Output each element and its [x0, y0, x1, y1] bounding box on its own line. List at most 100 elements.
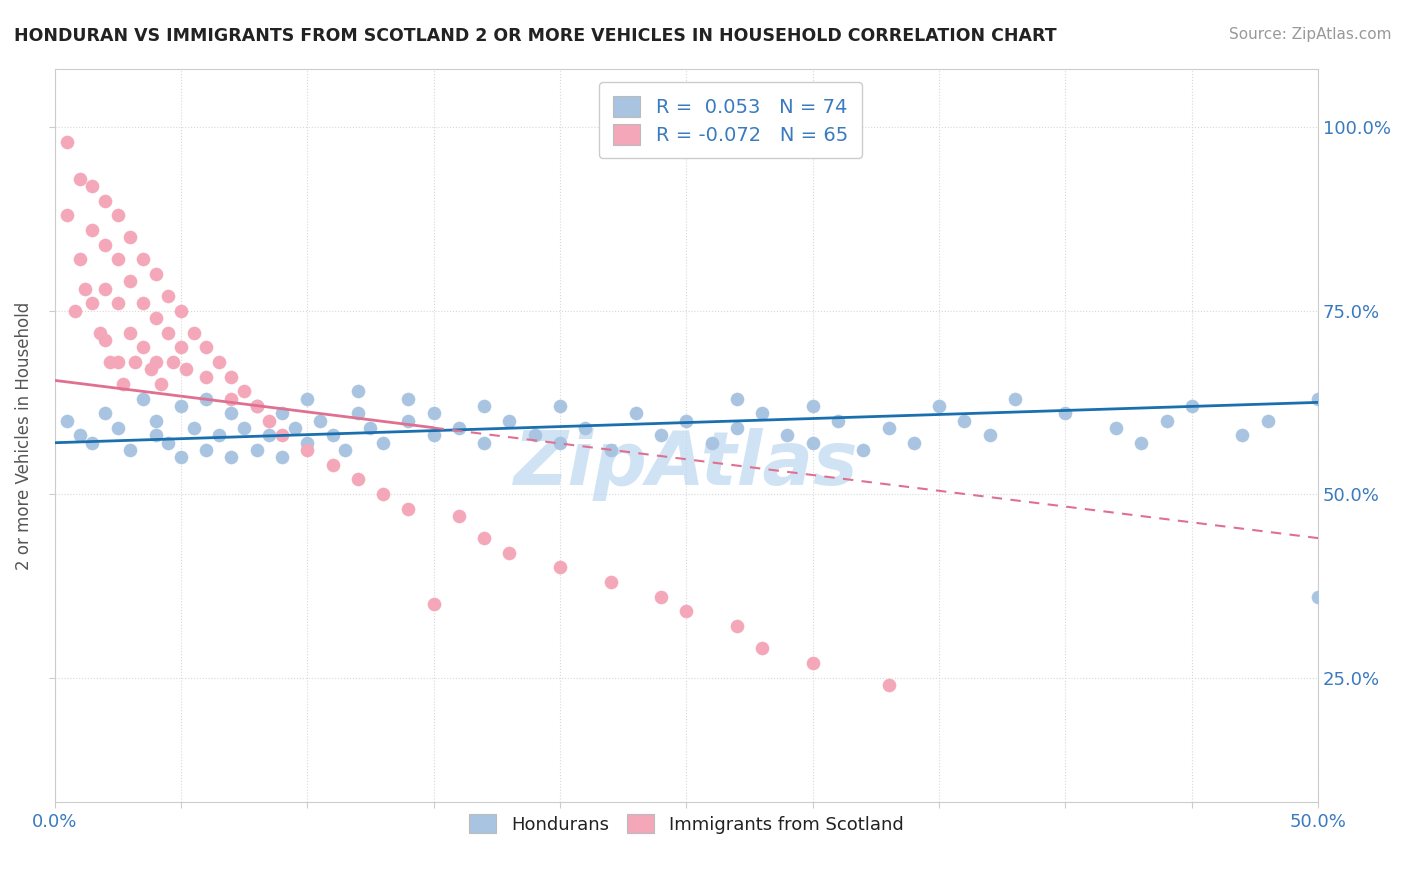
Point	[346, 384, 368, 399]
Point	[195, 369, 218, 384]
Point	[73, 282, 96, 296]
Point	[107, 355, 129, 369]
Point	[472, 399, 495, 413]
Point	[157, 289, 180, 303]
Point	[599, 443, 621, 458]
Point	[979, 428, 1001, 442]
Point	[82, 435, 104, 450]
Point	[221, 392, 243, 406]
Point	[132, 392, 155, 406]
Point	[132, 340, 155, 354]
Text: HONDURAN VS IMMIGRANTS FROM SCOTLAND 2 OR MORE VEHICLES IN HOUSEHOLD CORRELATION: HONDURAN VS IMMIGRANTS FROM SCOTLAND 2 O…	[14, 27, 1057, 45]
Point	[599, 575, 621, 590]
Point	[149, 377, 172, 392]
Point	[170, 340, 193, 354]
Point	[371, 435, 394, 450]
Point	[322, 458, 344, 472]
Point	[145, 310, 167, 325]
Point	[107, 296, 129, 310]
Point	[1308, 590, 1330, 604]
Point	[801, 399, 824, 413]
Point	[1004, 392, 1026, 406]
Point	[877, 678, 900, 692]
Point	[548, 560, 571, 574]
Point	[447, 421, 470, 435]
Point	[396, 392, 419, 406]
Point	[170, 399, 193, 413]
Point	[246, 399, 269, 413]
Point	[371, 487, 394, 501]
Point	[89, 326, 111, 340]
Point	[725, 421, 748, 435]
Point	[284, 421, 307, 435]
Point	[751, 641, 773, 656]
Point	[107, 208, 129, 222]
Point	[422, 406, 444, 420]
Point	[1257, 414, 1279, 428]
Point	[259, 428, 281, 442]
Point	[827, 414, 849, 428]
Point	[624, 406, 647, 420]
Point	[98, 355, 121, 369]
Point	[852, 443, 875, 458]
Point	[174, 362, 197, 376]
Point	[157, 326, 180, 340]
Point	[107, 421, 129, 435]
Point	[346, 406, 368, 420]
Point	[94, 333, 117, 347]
Point	[69, 252, 91, 267]
Point	[82, 296, 104, 310]
Point	[145, 355, 167, 369]
Point	[82, 178, 104, 193]
Point	[82, 223, 104, 237]
Point	[56, 414, 79, 428]
Point	[183, 421, 205, 435]
Point	[69, 171, 91, 186]
Legend: Hondurans, Immigrants from Scotland: Hondurans, Immigrants from Scotland	[458, 804, 914, 845]
Point	[650, 590, 672, 604]
Point	[120, 443, 142, 458]
Point	[271, 406, 294, 420]
Point	[145, 428, 167, 442]
Point	[472, 531, 495, 545]
Point	[1232, 428, 1254, 442]
Point	[94, 194, 117, 208]
Point	[1156, 414, 1178, 428]
Point	[346, 472, 368, 486]
Point	[472, 435, 495, 450]
Point	[170, 450, 193, 465]
Point	[107, 252, 129, 267]
Point	[1308, 392, 1330, 406]
Point	[120, 274, 142, 288]
Point	[124, 355, 146, 369]
Point	[498, 546, 520, 560]
Point	[422, 597, 444, 611]
Point	[1130, 435, 1153, 450]
Point	[751, 406, 773, 420]
Point	[776, 428, 799, 442]
Point	[498, 414, 520, 428]
Point	[69, 428, 91, 442]
Point	[233, 421, 256, 435]
Point	[574, 421, 596, 435]
Point	[233, 384, 256, 399]
Point	[195, 443, 218, 458]
Point	[422, 428, 444, 442]
Point	[145, 267, 167, 281]
Point	[183, 326, 205, 340]
Point	[333, 443, 356, 458]
Point	[1181, 399, 1204, 413]
Point	[548, 435, 571, 450]
Point	[120, 326, 142, 340]
Point	[157, 435, 180, 450]
Point	[297, 443, 319, 458]
Point	[725, 392, 748, 406]
Point	[322, 428, 344, 442]
Point	[94, 282, 117, 296]
Text: Source: ZipAtlas.com: Source: ZipAtlas.com	[1229, 27, 1392, 42]
Point	[170, 303, 193, 318]
Point	[195, 392, 218, 406]
Point	[297, 435, 319, 450]
Point	[700, 435, 723, 450]
Point	[801, 656, 824, 670]
